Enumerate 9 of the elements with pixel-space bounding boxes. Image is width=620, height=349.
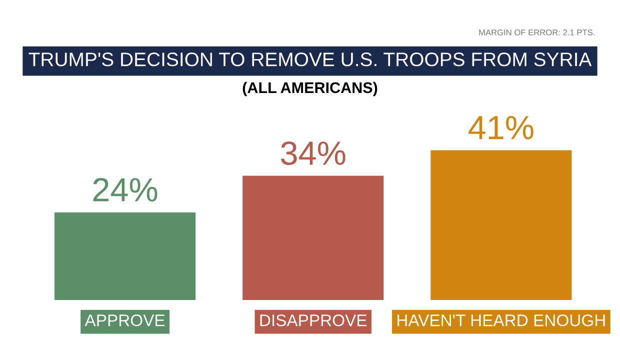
text: MARGIN OF ERROR: 2.1 PTS.: [479, 29, 594, 36]
x-tick-label: HAVEN'T HEARD ENOUGH: [398, 314, 605, 326]
chart-subtitle: (ALL AMERICANS): [242, 82, 378, 96]
x-tick-label: DISAPPROVE: [260, 314, 367, 326]
chart-title: TRUMP'S DECISION TO REMOVE U.S. TROOPS FROM SYRIA: [28, 52, 592, 66]
data-label: 41%: [468, 116, 534, 140]
data-label: 24%: [93, 178, 158, 202]
x-tick-label: APPROVE: [84, 314, 165, 326]
data-label: 34%: [281, 141, 346, 166]
